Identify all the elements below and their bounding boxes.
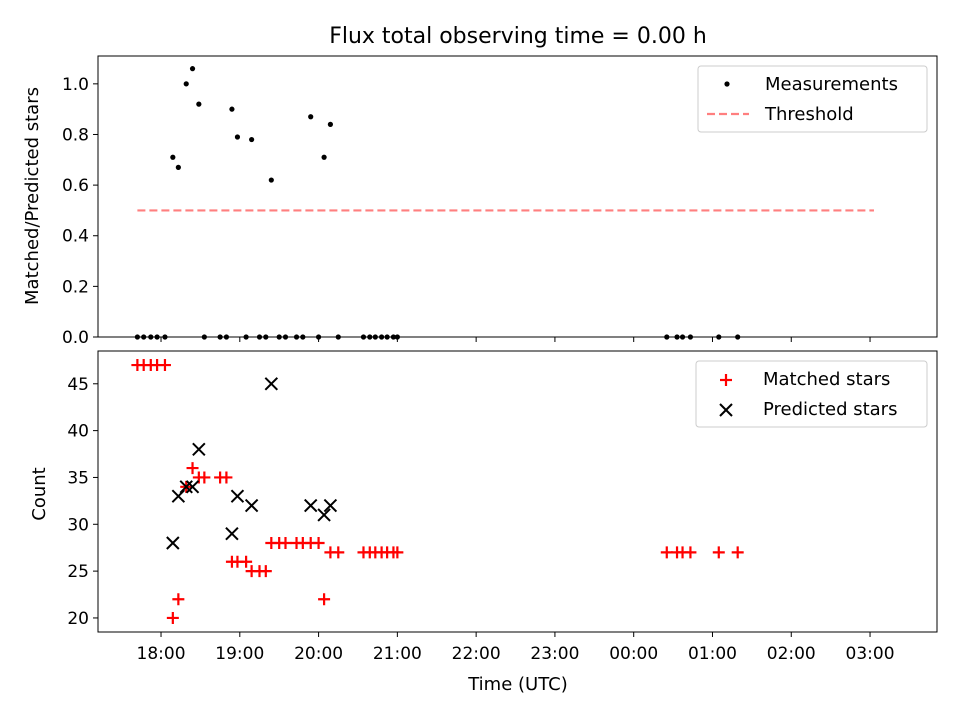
measurement-point: [229, 106, 235, 112]
y-tick-label: 45: [67, 375, 89, 395]
predicted-star-point: [244, 498, 259, 513]
predicted-star-point: [171, 489, 186, 503]
y-tick-label: 25: [67, 562, 89, 582]
x-tick-label: 01:00: [688, 644, 737, 664]
predicted-star-point: [166, 536, 180, 550]
measurement-point: [196, 101, 202, 107]
bottom-panel: 20 25 30 35 40 45 18:00 19:00 20:00 21:00 22:00 23:…: [29, 350, 938, 695]
bottom-panel-axes: 20 25 30 35 40 45 18:00 19:00 20:00 21:00 22:00 23:…: [67, 375, 894, 664]
top-y-axis-label: Matched/Predicted stars: [22, 87, 43, 305]
matched-star-point: [259, 565, 272, 578]
matched-star-point: [172, 593, 185, 606]
y-tick-label: 35: [67, 468, 89, 488]
measurement-point: [321, 154, 327, 160]
legend-label-matched-stars: Matched stars: [763, 369, 890, 390]
bottom-legend: Matched stars Predicted stars: [695, 360, 928, 428]
x-tick-label: 00:00: [609, 644, 658, 664]
measurement-point: [327, 121, 333, 127]
bottom-y-axis-label: Count: [29, 467, 50, 520]
measurement-point: [189, 66, 196, 72]
bottom-legend-box: [695, 360, 928, 428]
measurement-point: [183, 81, 189, 87]
predicted-star-point: [230, 489, 245, 503]
predicted-star-point: [303, 498, 318, 513]
legend-marker-predicted-stars: [719, 403, 733, 417]
top-plot-frame: [97, 55, 938, 338]
y-tick-label: 0.8: [62, 125, 89, 145]
y-tick-label: 0.0: [62, 328, 89, 348]
predicted-star-point: [185, 480, 200, 494]
matched-star-point: [198, 471, 211, 484]
bottom-plot-frame: [97, 350, 938, 633]
y-tick-label: 20: [67, 609, 89, 629]
x-tick-label: 21:00: [373, 644, 422, 664]
y-tick-label: 30: [67, 515, 89, 535]
matched-star-point: [391, 546, 404, 559]
matched-star-point: [332, 546, 345, 559]
x-tick-label: 18:00: [137, 644, 186, 664]
matched-star-point: [240, 555, 253, 568]
matched-star-point: [660, 546, 673, 559]
x-tick-label: 19:00: [215, 644, 264, 664]
predicted-star-point: [225, 526, 239, 541]
matched-star-point: [731, 546, 744, 559]
matched-star-point: [158, 359, 171, 372]
measurement-point: [234, 134, 241, 140]
y-tick-label: 0.6: [62, 176, 89, 196]
legend-label-predicted-stars: Predicted stars: [763, 399, 897, 420]
x-tick-label: 20:00: [294, 644, 343, 664]
x-tick-label: 23:00: [530, 644, 579, 664]
measurement-point: [175, 164, 181, 170]
matched-star-point: [684, 546, 697, 559]
x-tick-label: 02:00: [767, 644, 816, 664]
legend-marker-matched-stars: [720, 374, 732, 386]
legend-label-measurements: Measurements: [765, 74, 898, 95]
matched-star-point: [318, 593, 331, 606]
y-tick-label: 0.4: [62, 227, 89, 247]
matched-star-point: [312, 537, 325, 550]
predicted-star-point: [323, 498, 338, 513]
top-legend-box: [697, 65, 928, 133]
predicted-star-point: [264, 377, 279, 391]
top-panel-axes: 0.0 0.2 0.4 0.6 0.8 1.0: [62, 75, 871, 348]
x-axis-label: Time (UTC): [467, 674, 568, 695]
x-tick-label: 22:00: [452, 644, 501, 664]
matched-star-point: [166, 611, 179, 624]
y-tick-label: 40: [67, 422, 89, 442]
x-tick-label: 03:00: [846, 644, 895, 664]
measurement-point: [268, 177, 274, 183]
predicted-star-point: [317, 508, 331, 522]
legend-label-threshold: Threshold: [764, 104, 854, 125]
measurement-point: [170, 154, 176, 160]
predicted-star-point: [192, 442, 206, 457]
y-tick-label: 0.2: [62, 277, 89, 297]
matched-star-point: [220, 471, 233, 484]
legend-marker-measurements: [724, 81, 730, 87]
chart-title: Flux total observing time = 0.00 h: [329, 24, 707, 49]
top-panel: 0.0 0.2 0.4 0.6 0.8 1.0 Matched/Predicted sta…: [22, 55, 938, 348]
matched-star-point: [279, 537, 292, 550]
y-tick-label: 1.0: [62, 75, 89, 95]
top-legend: Measurements Threshold: [697, 65, 928, 133]
measurement-point: [308, 114, 314, 120]
predicted-star-point: [179, 480, 193, 494]
bottom-panel-marks: [131, 359, 744, 624]
measurement-point: [249, 136, 255, 143]
matched-star-point: [712, 546, 725, 559]
matched-star-point: [186, 462, 199, 475]
